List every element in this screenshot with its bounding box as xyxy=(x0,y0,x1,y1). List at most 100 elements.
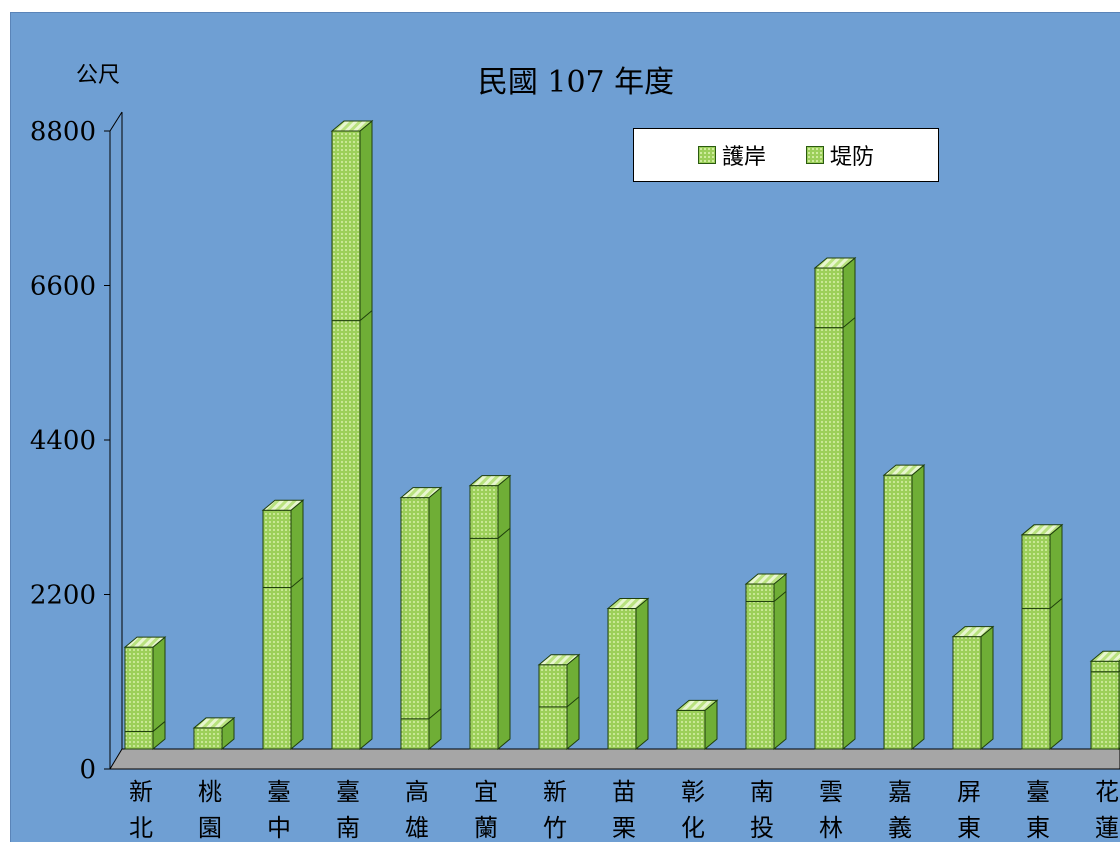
x-category-label: 宜 xyxy=(474,778,498,806)
bar-top xyxy=(468,475,512,487)
bar-revetment xyxy=(262,586,292,750)
x-category-label: 中 xyxy=(267,814,291,841)
y-tick-label: 6600 xyxy=(30,272,96,302)
bar-side xyxy=(635,597,649,751)
x-category-label: 高 xyxy=(405,778,429,806)
x-category-label: 桃 xyxy=(198,778,222,806)
bar-segment-edge xyxy=(359,310,373,321)
bar-segment-edge xyxy=(290,577,304,588)
x-category-label: 新 xyxy=(129,778,153,806)
x-category-label: 雲 xyxy=(819,778,843,806)
y-tick-label: 0 xyxy=(79,755,96,785)
bar-side xyxy=(152,636,166,751)
y-tick-label: 4400 xyxy=(30,426,96,456)
bar-embankment xyxy=(124,646,154,732)
x-category-label: 新 xyxy=(543,778,567,806)
bar-top xyxy=(675,699,719,711)
bar-side xyxy=(290,499,304,751)
bar-top xyxy=(1020,524,1064,536)
y-axis-depth-line xyxy=(109,111,123,132)
bar-segment-edge xyxy=(773,591,787,602)
bar-top xyxy=(192,717,236,729)
bar-revetment xyxy=(331,320,361,750)
bar-embankment xyxy=(745,583,775,603)
bar-side xyxy=(359,119,373,751)
bar-top xyxy=(1089,650,1120,662)
legend-label-embankment: 堤防 xyxy=(830,145,875,170)
legend-item-revetment: 護岸 xyxy=(697,139,766,171)
bar-top xyxy=(399,487,443,499)
bar-revetment xyxy=(1021,608,1051,750)
bar-side xyxy=(1049,523,1063,751)
x-category-label: 蓮 xyxy=(1095,814,1119,841)
bar-top xyxy=(744,573,788,585)
bar-top xyxy=(537,654,581,666)
bar-side xyxy=(911,464,925,751)
x-category-label: 彰 xyxy=(681,778,705,806)
bar-segment-edge xyxy=(842,317,856,329)
x-category-label: 南 xyxy=(750,778,774,806)
x-category-label: 臺 xyxy=(336,778,360,806)
x-category-label: 投 xyxy=(750,814,774,841)
y-axis-unit-label: 公尺 xyxy=(76,63,121,88)
legend-item-embankment: 堤防 xyxy=(806,139,874,171)
bar-top xyxy=(330,120,374,132)
bar-embankment xyxy=(400,497,430,720)
bar-segment-edge xyxy=(566,696,580,708)
x-category-label: 屏 xyxy=(957,778,981,806)
bar-side xyxy=(842,256,856,751)
bar-revetment xyxy=(538,706,568,750)
bar-embankment xyxy=(469,485,499,539)
bar-embankment xyxy=(262,509,292,588)
legend-swatch-revetment xyxy=(697,146,716,164)
chart-floor xyxy=(109,748,1120,770)
x-category-label: 苗 xyxy=(612,778,636,806)
bar-revetment xyxy=(952,636,982,750)
x-category-label: 嘉 xyxy=(888,778,912,806)
bar-embankment xyxy=(538,664,568,708)
bar-top xyxy=(882,464,926,476)
x-category-label: 東 xyxy=(957,814,981,841)
x-category-label: 花 xyxy=(1095,778,1119,806)
y-tick-label: 8800 xyxy=(30,117,96,147)
x-category-label: 臺 xyxy=(1026,778,1050,806)
bar-side xyxy=(497,474,511,751)
bar-embankment xyxy=(1021,534,1051,610)
bar-top xyxy=(261,499,305,511)
bar-revetment xyxy=(400,718,430,750)
bar-segment-edge xyxy=(497,527,511,539)
bar-side xyxy=(980,625,994,751)
bar-revetment xyxy=(124,730,154,750)
bar-top xyxy=(813,257,857,269)
bar-revetment xyxy=(814,327,844,750)
bar-revetment xyxy=(469,537,499,750)
x-category-label: 雄 xyxy=(405,814,429,841)
x-category-label: 園 xyxy=(198,814,222,841)
x-category-label: 栗 xyxy=(612,814,636,841)
bar-top xyxy=(123,636,167,648)
bar-segment-edge xyxy=(428,708,442,720)
bar-top xyxy=(951,626,995,638)
bar-revetment xyxy=(745,601,775,750)
x-category-label: 臺 xyxy=(267,778,291,806)
bar-revetment xyxy=(676,709,706,750)
y-tick-label: 2200 xyxy=(30,581,96,611)
x-category-label: 義 xyxy=(888,814,912,841)
x-category-label: 蘭 xyxy=(474,814,498,841)
bar-top xyxy=(606,598,650,610)
legend-label-revetment: 護岸 xyxy=(721,145,766,170)
chart-title: 民國 107 年度 xyxy=(477,65,675,100)
x-category-label: 林 xyxy=(819,814,843,841)
x-category-label: 北 xyxy=(129,814,153,841)
bar-embankment xyxy=(331,130,361,322)
bar-embankment xyxy=(1090,660,1120,673)
bar-revetment xyxy=(193,727,223,750)
bar-revetment xyxy=(607,608,637,750)
bar-segment-edge xyxy=(1049,598,1063,609)
bar-embankment xyxy=(814,267,844,329)
bar-segment-edge xyxy=(152,721,166,732)
bar-revetment xyxy=(1090,671,1120,750)
x-category-label: 東 xyxy=(1026,814,1050,841)
bar-revetment xyxy=(883,474,913,750)
